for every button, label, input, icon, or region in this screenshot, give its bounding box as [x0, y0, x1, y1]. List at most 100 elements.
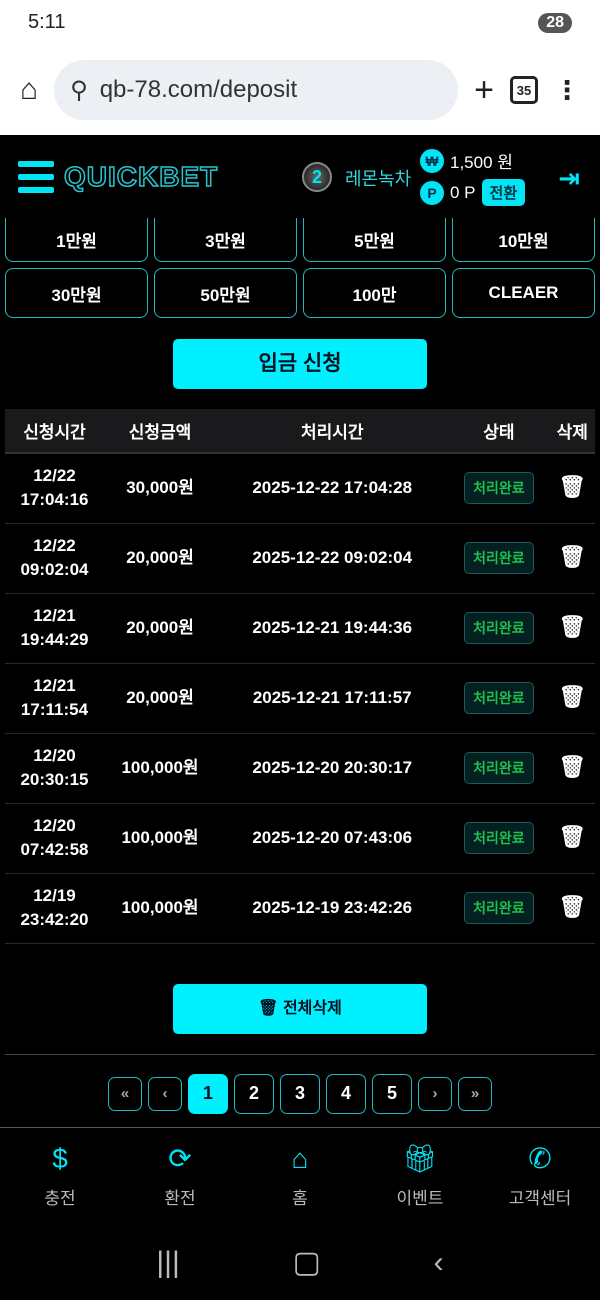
menu-icon[interactable]: [18, 160, 54, 193]
nickname[interactable]: 레몬녹차: [345, 169, 412, 189]
trash-icon[interactable]: 🗑︎: [558, 894, 587, 919]
processed-time: 2025-12-21 19:44:36: [216, 593, 449, 664]
amount-button[interactable]: 5만원: [303, 218, 446, 262]
processed-time: 2025-12-22 17:04:28: [216, 453, 449, 524]
home-icon[interactable]: ⌂: [20, 73, 39, 106]
table-row: 12/22 17:04:16 30,000원 2025-12-22 17:04:2…: [5, 453, 595, 524]
page-button[interactable]: 5: [372, 1073, 412, 1114]
page-button[interactable]: 1: [188, 1073, 228, 1114]
request-time: 12/19 23:42:20: [5, 873, 104, 944]
more-menu-icon[interactable]: ⋮: [554, 74, 580, 105]
request-amount: 30,000원: [103, 453, 217, 524]
point-icon: P: [420, 180, 444, 205]
system-nav-bar: ||| ▢ ‹: [0, 1225, 600, 1300]
home-icon: ⌂: [291, 1143, 309, 1174]
request-amount: 100,000원: [103, 873, 217, 944]
table-row: 12/21 17:11:54 20,000원 2025-12-21 17:11:5…: [5, 663, 595, 734]
battery-indicator: 28: [538, 12, 572, 33]
request-amount: 100,000원: [103, 733, 217, 804]
first-page-button[interactable]: «: [108, 1076, 142, 1111]
status-cell: 처리완료: [448, 873, 550, 944]
delete-cell: 🗑︎: [549, 733, 595, 804]
column-header: 신청시간: [5, 409, 104, 454]
processed-time: 2025-12-22 09:02:04: [216, 523, 449, 594]
table-row: 12/20 20:30:15 100,000원 2025-12-20 20:30:…: [5, 733, 595, 804]
tab-switcher-button[interactable]: 35: [510, 76, 538, 104]
page-button[interactable]: 3: [280, 1073, 320, 1114]
nav-event[interactable]: 🎁︎ 이벤트: [396, 1143, 444, 1208]
amount-button[interactable]: 50만원: [154, 268, 297, 318]
trash-icon[interactable]: 🗑︎: [558, 614, 587, 639]
trash-icon[interactable]: 🗑︎: [558, 754, 587, 779]
logout-icon[interactable]: ⇥: [558, 163, 580, 193]
amount-button[interactable]: 3만원: [154, 218, 297, 262]
next-page-button[interactable]: ›: [418, 1076, 452, 1111]
clock: 5:11: [28, 11, 66, 33]
dollar-icon: $: [52, 1143, 68, 1174]
phone-icon: ✆: [528, 1143, 552, 1174]
balance: 1,500 원: [450, 153, 513, 172]
status-badge: 처리완료: [464, 752, 534, 784]
request-time: 12/22 17:04:16: [5, 453, 104, 524]
clear-button[interactable]: CLEAER: [452, 268, 595, 318]
new-tab-icon[interactable]: +: [474, 70, 494, 109]
address-bar[interactable]: ⚲ qb-78.com/deposit: [54, 60, 459, 120]
last-page-button[interactable]: »: [458, 1076, 492, 1111]
convert-button[interactable]: 전환: [481, 179, 526, 206]
bottom-nav: $ 충전 ⟳ 환전 ⌂ 홈 🎁︎ 이벤트 ✆ 고객센터: [0, 1127, 600, 1225]
table-row: 12/20 07:42:58 100,000원 2025-12-20 07:43:…: [5, 803, 595, 874]
status-cell: 처리완료: [448, 803, 550, 874]
column-header: 삭제: [549, 409, 595, 454]
trash-icon[interactable]: 🗑︎: [558, 474, 587, 500]
deposit-history-table: 신청시간 신청금액 처리시간 상태 삭제 12/22 17:04:16 30,00…: [5, 409, 595, 944]
amount-buttons: 1만원 3만원 5만원 10만원 30만원 50만원 100만 CLEAER: [0, 218, 600, 318]
delete-cell: 🗑︎: [549, 663, 595, 734]
site-settings-icon[interactable]: ⚲: [70, 76, 88, 104]
divider: [5, 1053, 595, 1055]
processed-time: 2025-12-21 17:11:57: [216, 663, 449, 734]
request-time: 12/21 19:44:29: [5, 593, 104, 664]
request-amount: 20,000원: [103, 593, 217, 664]
amount-button[interactable]: 1만원: [5, 218, 148, 262]
amount-button[interactable]: 10만원: [452, 218, 595, 262]
won-icon: ₩: [420, 148, 444, 173]
status-badge: 처리완료: [464, 472, 534, 505]
request-time: 12/20 20:30:15: [5, 733, 104, 804]
points: 0 P: [450, 182, 476, 202]
trash-icon[interactable]: 🗑︎: [558, 824, 587, 849]
prev-page-button[interactable]: ‹: [148, 1076, 182, 1111]
status-cell: 처리완료: [448, 453, 550, 524]
deposit-request-button[interactable]: 입금 신청: [173, 339, 427, 389]
trash-icon[interactable]: 🗑︎: [558, 684, 587, 709]
delete-all-button[interactable]: 🗑 전체삭제: [173, 983, 427, 1034]
level-badge: 2: [302, 162, 332, 192]
request-time: 12/21 17:11:54: [5, 663, 104, 734]
recent-apps-icon[interactable]: |||: [156, 1245, 180, 1279]
page-button[interactable]: 4: [326, 1073, 366, 1114]
status-cell: 처리완료: [448, 733, 550, 804]
gift-icon: 🎁︎: [402, 1143, 438, 1174]
delete-cell: 🗑︎: [549, 803, 595, 874]
delete-cell: 🗑︎: [549, 593, 595, 664]
status-badge: 처리완료: [464, 682, 534, 714]
table-row: 12/19 23:42:20 100,000원 2025-12-19 23:42:…: [5, 873, 595, 944]
amount-button[interactable]: 30만원: [5, 268, 148, 318]
trash-icon[interactable]: 🗑︎: [558, 544, 587, 569]
delete-cell: 🗑︎: [549, 523, 595, 594]
request-time: 12/20 07:42:58: [5, 803, 104, 874]
logo[interactable]: QUICKBET: [63, 160, 219, 193]
processed-time: 2025-12-19 23:42:26: [216, 873, 449, 944]
pagination: « ‹ 1 2 3 4 5 › »: [0, 1073, 600, 1114]
request-time: 12/22 09:02:04: [5, 523, 104, 594]
back-icon[interactable]: ‹: [433, 1245, 444, 1279]
nav-home[interactable]: ⌂ 홈: [291, 1143, 309, 1208]
amount-button[interactable]: 100만: [303, 268, 446, 318]
status-badge: 처리완료: [464, 822, 534, 854]
nav-charge[interactable]: $ 충전: [44, 1143, 76, 1208]
home-button-icon[interactable]: ▢: [292, 1246, 321, 1279]
page-button[interactable]: 2: [234, 1073, 274, 1114]
processed-time: 2025-12-20 20:30:17: [216, 733, 449, 804]
trash-icon: 🗑: [258, 999, 279, 1017]
nav-exchange[interactable]: ⟳ 환전: [164, 1143, 196, 1208]
nav-support[interactable]: ✆ 고객센터: [508, 1143, 572, 1208]
